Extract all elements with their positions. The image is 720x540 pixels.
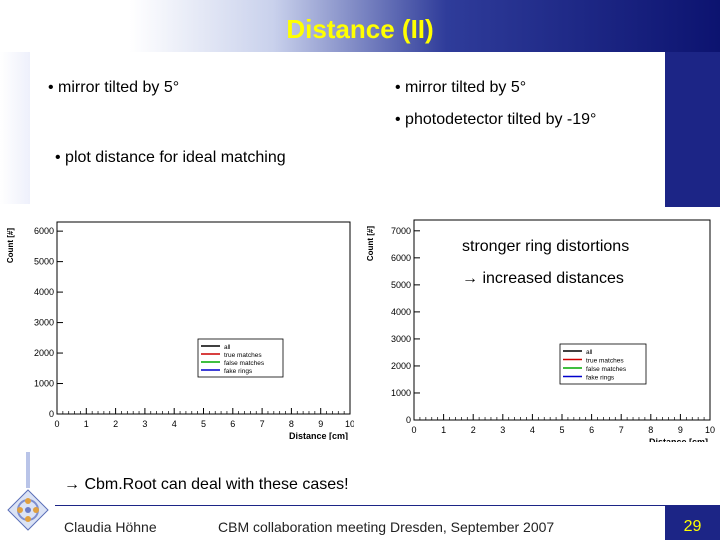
- plot1-y-axis-label: Count [#]: [366, 226, 375, 261]
- plot0-x-tick-label: 5: [201, 419, 206, 429]
- footer-author: Claudia Höhne: [64, 519, 157, 535]
- histogram-right: 0 1 2 3 4 5 6 7 8 9 10 0 1000 2000 3000 4000 5000 6000 700…: [362, 210, 718, 442]
- plot0-y-tick-label: 1000: [34, 379, 54, 389]
- plot1-y-tick-label: 3000: [391, 334, 411, 344]
- plot0-x-tick-label: 8: [289, 419, 294, 429]
- plot0-legend-label: fake rings: [224, 368, 253, 375]
- plot0-x-tick-label: 6: [230, 419, 235, 429]
- plot0-y-axis-label: Count [#]: [6, 228, 15, 263]
- plot0-x-tick-label: 10: [345, 419, 354, 429]
- plot1-y-tick-label: 4000: [391, 307, 411, 317]
- plot0-legend-label: false matches: [224, 360, 265, 367]
- plot1-x-tick-label: 7: [619, 425, 624, 435]
- page-number: 29: [683, 518, 702, 535]
- plot1-x-tick-label: 2: [471, 425, 476, 435]
- plot1-x-tick-label: 5: [559, 425, 564, 435]
- plot0-x-tick-label: 9: [318, 419, 323, 429]
- plot1-frame: [413, 219, 711, 421]
- plot0-y-tick-label: 6000: [34, 226, 54, 236]
- plot0-x-axis-label: Distance [cm]: [289, 431, 348, 440]
- plot1-y-tick-label: 6000: [391, 253, 411, 263]
- plot1-legend-label: all: [586, 349, 593, 356]
- plot0-x-tick-label: 0: [54, 419, 59, 429]
- page-number-box: [665, 505, 720, 540]
- bullet-left-plot: • plot distance for ideal matching: [55, 149, 286, 166]
- plot0-legend-label: true matches: [224, 352, 262, 359]
- right-decor-band: [665, 52, 720, 207]
- bullet-left-mirror: • mirror tilted by 5°: [48, 79, 180, 96]
- plot1-y-tick-label: 2000: [391, 361, 411, 371]
- plot1-y-tick-label: 0: [406, 415, 411, 425]
- plot1-y-tick-label: 1000: [391, 388, 411, 398]
- plot0-frame: [56, 221, 351, 415]
- plot1-x-tick-label: 4: [530, 425, 535, 435]
- plot1-y-tick-label: 5000: [391, 280, 411, 290]
- slide-title: Distance (II): [286, 14, 434, 44]
- histogram-left: 0 1 2 3 4 5 6 7 8 9 10 0 1000 2000 3000 4000 5000 6000 Dis…: [2, 212, 354, 440]
- conclusion-text: → Cbm.Root can deal with these cases!: [64, 476, 349, 493]
- footer-event: CBM collaboration meeting Dresden, Septe…: [218, 519, 555, 535]
- plot1-legend-label: false matches: [586, 366, 627, 373]
- annotation-distortions: stronger ring distortions: [462, 238, 630, 255]
- plot1-x-tick-label: 1: [441, 425, 446, 435]
- plot1-legend-label: true matches: [586, 358, 624, 365]
- plot1-x-tick-label: 0: [411, 425, 416, 435]
- annotation-distances: → increased distances: [462, 270, 624, 287]
- decor-bar-vertical: [26, 452, 30, 488]
- plot0-x-tick-label: 1: [84, 419, 89, 429]
- plot0-y-tick-label: 2000: [34, 348, 54, 358]
- plot1-x-tick-label: 6: [589, 425, 594, 435]
- plot0-x-tick-label: 2: [113, 419, 118, 429]
- cbm-logo-icon: [7, 489, 49, 531]
- plot1-x-tick-label: 8: [648, 425, 653, 435]
- plot1-y-tick-label: 7000: [391, 226, 411, 236]
- histogram-left-svg: 0 1 2 3 4 5 6 7 8 9 10 0 1000 2000 3000 4000 5000 6000 Dis…: [2, 212, 354, 440]
- plot0-y-tick-label: 0: [49, 409, 54, 419]
- plot1-x-tick-label: 10: [705, 425, 715, 435]
- plot1-x-tick-label: 3: [500, 425, 505, 435]
- plot1-x-axis-label: Distance [cm]: [649, 437, 708, 442]
- histogram-right-svg: 0 1 2 3 4 5 6 7 8 9 10 0 1000 2000 3000 4000 5000 6000 700…: [362, 210, 715, 442]
- plot1-x-tick-label: 9: [678, 425, 683, 435]
- title-bar: [0, 0, 720, 52]
- footer-line: [55, 505, 720, 506]
- left-decor-band: [0, 52, 30, 204]
- plot0-y-tick-label: 4000: [34, 287, 54, 297]
- plot1-legend-label: fake rings: [586, 375, 615, 382]
- bullet-right-photodetector: • photodetector tilted by -19°: [395, 111, 597, 128]
- plot0-y-tick-label: 3000: [34, 318, 54, 328]
- plot0-x-tick-label: 3: [142, 419, 147, 429]
- plot0-x-tick-label: 7: [260, 419, 265, 429]
- bullet-right-mirror: • mirror tilted by 5°: [395, 79, 527, 96]
- plot1-legend-box: [559, 343, 647, 385]
- plot0-x-tick-label: 4: [172, 419, 177, 429]
- plot0-y-tick-label: 5000: [34, 257, 54, 267]
- plot0-legend-label: all: [224, 344, 231, 351]
